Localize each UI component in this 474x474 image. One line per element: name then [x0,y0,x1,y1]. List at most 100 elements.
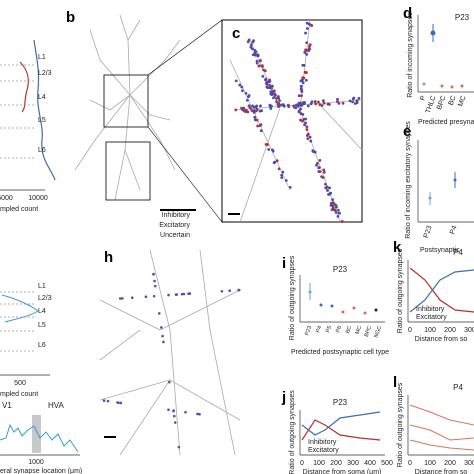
x-tick-label: 500 [14,380,26,387]
synapse-dot [270,104,273,108]
synapse-dot [302,76,306,80]
synapse-dot [341,101,345,105]
synapse-dot [196,412,199,416]
synapse-dot [305,71,308,74]
synapse-dot [337,211,341,215]
synapse-dot [259,129,263,133]
synapse-dot [220,289,224,293]
x-tick-label: P4 [315,325,323,333]
legend-entry: Inhibitory [308,439,337,446]
synapse-dot [355,99,359,102]
panel-title: P23 [333,265,348,274]
synapse-dot [254,53,258,57]
x-axis-label: Distance from so [415,469,468,474]
panel-label: k [393,239,402,256]
synapse-dot [281,170,285,174]
synapse-dot [152,272,155,276]
synapse-dot [276,95,280,98]
panel-label: b [66,9,75,26]
synapse-dot [328,102,331,106]
synapse-dot [305,27,309,30]
synapse-dot [317,100,320,104]
panel-i-j-k-l-art [299,260,474,456]
layer-label: L4 [38,308,46,315]
synapse-dot [106,399,110,403]
synapse-dot [161,334,164,338]
x-tick-label: MC [355,325,364,335]
synapse-dot [245,98,249,102]
synapse-dot [251,53,255,57]
synapse-dot [320,175,324,179]
synapse-dot [300,79,303,83]
synapse-dot [329,191,333,195]
x-tick-label: P [419,95,427,102]
synapse-dot [340,220,344,223]
synapse-dot [180,292,184,296]
synapse-dot [152,294,156,298]
synapse-dot [168,380,171,384]
synapse-dot [355,101,359,105]
panel-h-art [99,249,241,456]
y-axis-label: Ratio of outgoing synapses [289,255,296,340]
synapse-dot [269,107,273,110]
x-axis-label: Distance from so [415,336,468,343]
synapse-dot [326,189,329,192]
legend-entry: Excitatory [159,222,190,229]
synapse-dot [297,94,301,98]
synapse-dot [304,78,308,82]
panel-d-e-art [417,15,474,223]
synapse-dot [173,414,176,418]
synapse-dot [348,99,352,103]
x-axis-label: mpled count [0,206,38,213]
synapse-dot [309,23,313,27]
x-tick-label: BC [448,95,458,107]
legend-entry: Excitatory [416,314,447,321]
x-axis-label: Postsynaptic [420,247,460,254]
synapse-dot [310,100,314,104]
x-tick-label: 100 [424,327,436,334]
synapse-dot [324,182,327,186]
synapse-dot [322,170,326,174]
synapse-dot [315,163,318,167]
panel-c-art [221,19,363,223]
panel-label: e [403,123,411,140]
synapse-dot [318,170,322,174]
synapse-dot [351,100,354,104]
synapse-dot [275,97,278,100]
synapse-dot [247,94,251,97]
synapse-dot [351,97,355,101]
synapse-dot [296,104,300,108]
synapse-dot [253,115,257,119]
synapse-dot [272,96,275,100]
synapse-dot [278,99,281,103]
synapse-dot [238,83,242,87]
synapse-dot [304,121,307,125]
synapse-dot [336,208,340,212]
layer-label: L6 [38,342,46,349]
synapse-dot [320,104,324,107]
synapse-dot [284,179,288,182]
x-axis-label: Predicted postsynaptic cell type [291,349,389,356]
synapse-dot [261,74,265,78]
synapse-dot [255,118,259,122]
synapse-dot [305,125,309,129]
synapse-dot [300,94,303,98]
synapse-dot [264,143,268,146]
y-axis-label: Ratio of incoming synapses [407,12,414,98]
synapse-dot [301,119,304,123]
x-tick-label: 0 [300,460,304,467]
synapse-dot [303,101,307,104]
synapse-dot [334,211,338,214]
synapse-dot [306,104,310,108]
synapse-dot [318,103,322,107]
synapse-dot [332,202,336,206]
synapse-dot [357,96,361,100]
layer-label: L5 [38,322,46,329]
synapse-dot [258,64,261,68]
x-tick-label: P23 [304,325,313,336]
region-label: V1 [2,401,12,410]
synapse-dot [282,104,286,108]
synapse-dot [246,110,250,114]
synapse-dot [275,100,278,104]
synapse-dot [167,293,170,297]
